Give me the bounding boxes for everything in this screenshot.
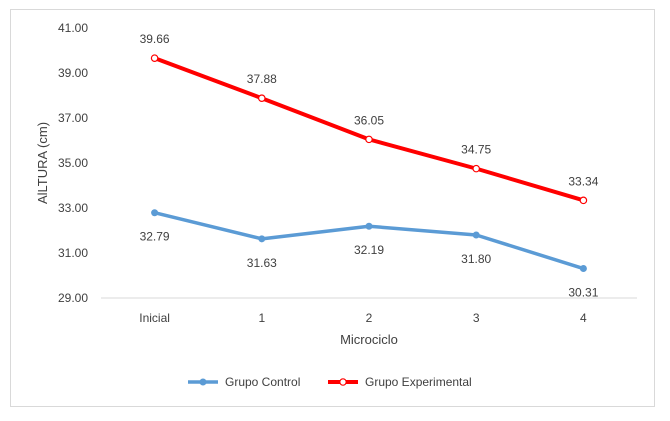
y-axis-ticks: 29.00 31.00 33.00 35.00 37.00 39.00 41.00 — [58, 21, 88, 305]
data-label-control: 30.31 — [568, 286, 598, 300]
data-point-control — [579, 265, 587, 273]
y-tick-label: 35.00 — [58, 156, 88, 170]
data-label-control: 32.19 — [354, 243, 384, 257]
data-label-control: 32.79 — [140, 230, 170, 244]
data-point-experimental — [365, 135, 373, 144]
legend: Grupo Control Grupo Experimental — [188, 375, 472, 389]
series-line-experimental — [152, 56, 586, 203]
y-tick-label: 29.00 — [58, 291, 88, 305]
series-layer — [150, 54, 588, 273]
data-label-control: 31.80 — [461, 252, 491, 266]
data-point-control — [365, 222, 373, 230]
data-point-experimental — [579, 196, 588, 205]
legend-label: Grupo Control — [225, 375, 300, 389]
data-label-experimental: 39.66 — [140, 32, 170, 46]
x-axis-ticks: Inicial 1 2 3 4 — [139, 311, 587, 325]
legend-label: Grupo Experimental — [365, 375, 472, 389]
x-tick-label: 2 — [366, 311, 373, 325]
data-label-experimental: 33.34 — [568, 174, 598, 188]
y-tick-label: 37.00 — [58, 111, 88, 125]
data-label-experimental: 37.88 — [247, 72, 277, 86]
y-tick-label: 33.00 — [58, 201, 88, 215]
data-point-experimental — [257, 94, 266, 103]
x-tick-label: Inicial — [139, 311, 170, 325]
data-label-control: 31.63 — [247, 256, 277, 270]
data-labels: 32.79 31.63 32.19 31.80 30.31 39.66 37.88 36.05… — [140, 32, 599, 299]
y-tick-label: 31.00 — [58, 246, 88, 260]
x-tick-label: 4 — [580, 311, 587, 325]
data-label-experimental: 36.05 — [354, 113, 384, 127]
data-point-experimental — [150, 54, 159, 62]
y-axis-title: AlLTURA (cm) — [35, 122, 50, 204]
data-point-control — [472, 231, 480, 239]
chart-frame — [10, 9, 655, 407]
x-axis-title: Microciclo — [340, 332, 398, 347]
legend-marker — [339, 378, 347, 386]
data-point-control — [151, 209, 159, 217]
data-point-experimental — [472, 164, 481, 173]
x-tick-label: 3 — [473, 311, 480, 325]
data-point-control — [258, 235, 266, 243]
y-tick-label: 41.00 — [58, 21, 88, 35]
legend-marker — [199, 378, 207, 386]
x-tick-label: 1 — [258, 311, 265, 325]
y-tick-label: 39.00 — [58, 66, 88, 80]
series-line-control — [152, 210, 586, 271]
data-label-experimental: 34.75 — [461, 143, 491, 157]
